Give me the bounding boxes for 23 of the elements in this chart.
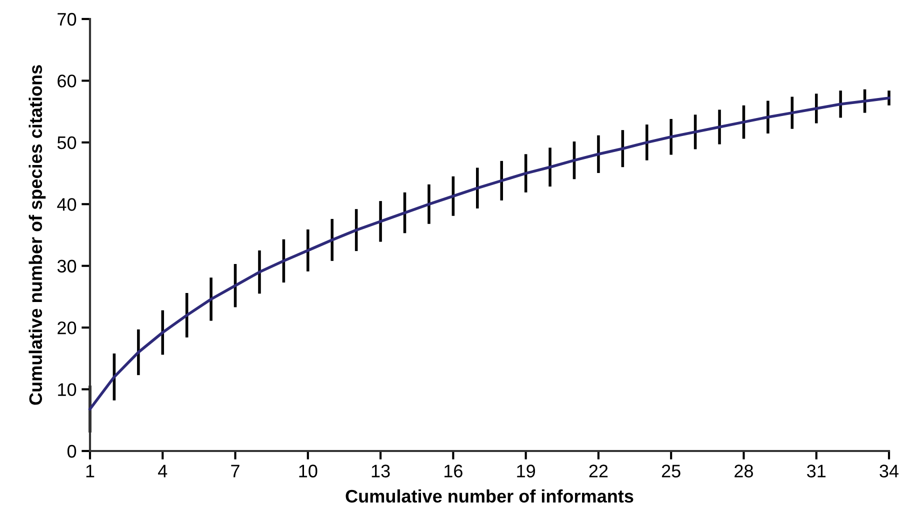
x-tick-label: 1	[86, 464, 94, 478]
x-tick-label: 10	[299, 464, 318, 478]
x-tick-label: 31	[807, 464, 826, 478]
y-tick-label: 40	[57, 198, 76, 211]
x-tick-label: 7	[231, 464, 240, 478]
y-tick-label: 30	[57, 260, 76, 273]
y-tick-label: 50	[57, 136, 76, 150]
x-tick-label: 34	[880, 464, 899, 478]
y-axis-title: Cumulative number of species citations	[28, 65, 46, 405]
y-tick-label: 10	[58, 383, 76, 396]
x-tick-label: 16	[444, 464, 462, 478]
x-tick-label: 22	[589, 464, 608, 478]
y-tick-label: 0	[67, 444, 76, 458]
x-tick-label: 19	[517, 464, 536, 478]
x-tick-label: 28	[734, 464, 753, 478]
y-tick-label: 20	[58, 322, 76, 334]
line-series	[88, 96, 890, 410]
y-tick-label: 60	[58, 74, 76, 88]
x-tick-label: 13	[372, 464, 390, 478]
y-tick-label: 70	[58, 12, 76, 26]
x-axis-title: Cumulative number of informants	[346, 489, 634, 503]
x-tick-label: 25	[662, 464, 680, 478]
x-tick-label: 4	[158, 464, 168, 478]
